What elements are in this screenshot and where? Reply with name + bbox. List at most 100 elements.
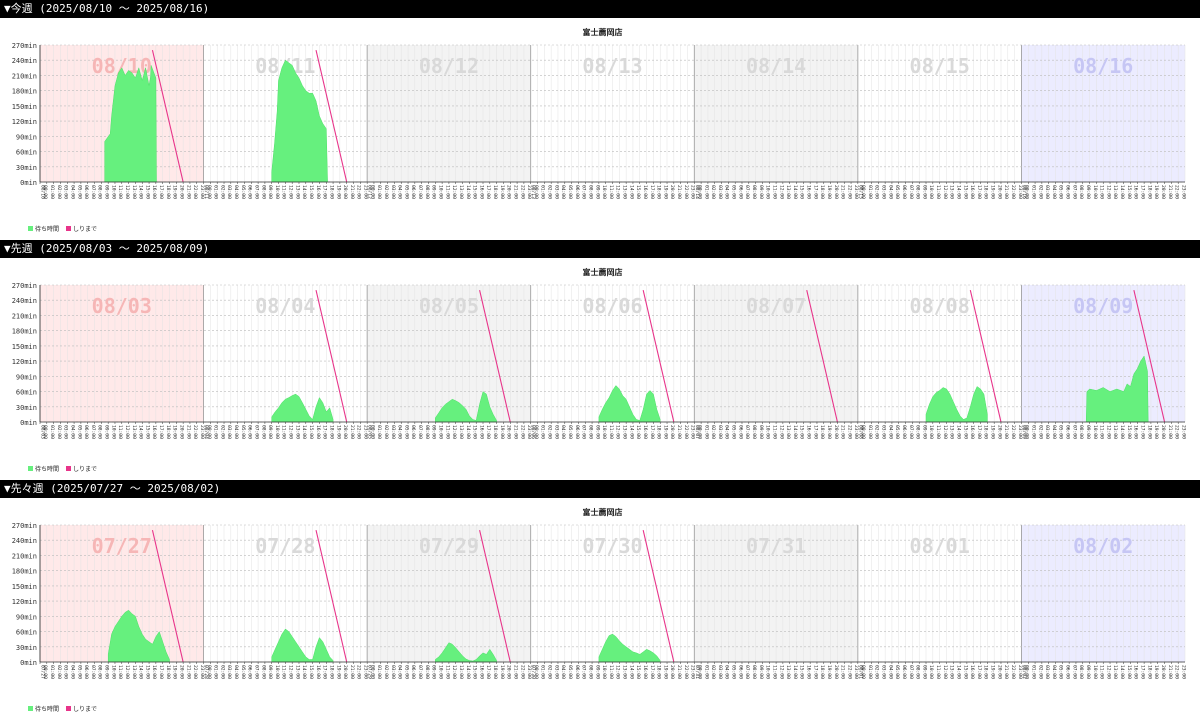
x-tick-label: 15:00 — [1126, 665, 1132, 679]
y-tick-label: 60min — [16, 149, 37, 157]
x-tick-label: 04:00 — [397, 425, 403, 439]
x-tick-label: 10:00 — [1092, 185, 1098, 199]
x-tick-label: 18:00 — [656, 665, 662, 679]
x-tick-label: 10:00 — [110, 185, 116, 199]
x-tick-label: 01:00 — [49, 185, 55, 199]
x-tick-label: 19:00 — [1153, 665, 1159, 679]
y-tick-label: 120min — [12, 118, 37, 126]
x-tick-label: 04:00 — [69, 185, 75, 199]
x-tick-label: 02:00 — [219, 185, 225, 199]
until-line — [479, 529, 511, 663]
x-tick-label: 13:00 — [622, 425, 628, 439]
x-tick-label: 04:00 — [724, 185, 730, 199]
x-tick-label: 06:00 — [410, 425, 416, 439]
day-label: 08/02 — [1073, 534, 1133, 558]
y-tick-label: 150min — [12, 343, 37, 351]
x-tick-label: 08:00 — [587, 425, 593, 439]
x-date-label: 08/02 — [1021, 665, 1027, 679]
x-tick-label: 05:00 — [240, 185, 246, 199]
day-label: 08/06 — [582, 294, 642, 318]
x-tick-label: 20:00 — [342, 185, 348, 199]
legend-wait-swatch — [28, 706, 33, 711]
x-tick-label: 13:00 — [1112, 425, 1118, 439]
x-tick-label: 04:00 — [1051, 185, 1057, 199]
day-label: 08/15 — [910, 54, 970, 78]
until-line — [315, 289, 348, 423]
x-tick-label: 03:00 — [881, 185, 887, 199]
x-tick-label: 12:00 — [1105, 425, 1111, 439]
x-tick-label: 15:00 — [144, 425, 150, 439]
x-tick-label: 09:00 — [431, 665, 437, 679]
x-tick-label: 20:00 — [506, 185, 512, 199]
x-tick-label: 14:00 — [138, 185, 144, 199]
x-tick-label: 08:00 — [587, 665, 593, 679]
x-tick-label: 06:00 — [901, 185, 907, 199]
x-tick-label: 19:00 — [172, 425, 178, 439]
x-tick-label: 11:00 — [117, 425, 123, 439]
x-tick-label: 16:00 — [806, 665, 812, 679]
x-tick-label: 08:00 — [97, 425, 103, 439]
x-tick-label: 23:00 — [199, 425, 205, 439]
x-tick-label: 10:00 — [274, 185, 280, 199]
x-tick-label: 02:00 — [56, 185, 62, 199]
x-tick-label: 00:00 — [1024, 185, 1030, 199]
x-tick-label: 18:00 — [1146, 665, 1152, 679]
x-tick-label: 23:00 — [199, 665, 205, 679]
x-tick-label: 22:00 — [1174, 185, 1180, 199]
x-tick-label: 04:00 — [560, 665, 566, 679]
x-tick-label: 05:00 — [403, 665, 409, 679]
x-tick-label: 03:00 — [63, 425, 69, 439]
x-tick-label: 13:00 — [949, 425, 955, 439]
x-tick-label: 03:00 — [390, 185, 396, 199]
y-tick-label: 210min — [12, 552, 37, 560]
week-panel-last-week: ▼先週 (2025/08/03 〜 2025/08/09) 0min 30min 6… — [0, 240, 1200, 480]
x-tick-label: 19:00 — [662, 665, 668, 679]
x-tick-label: 17:00 — [976, 665, 982, 679]
x-tick-label: 11:00 — [281, 665, 287, 679]
x-tick-label: 09:00 — [921, 425, 927, 439]
x-tick-label: 20:00 — [1160, 665, 1166, 679]
wait-time-area — [598, 633, 661, 663]
wait-time-area — [925, 386, 988, 423]
x-tick-label: 19:00 — [1153, 425, 1159, 439]
x-tick-label: 02:00 — [874, 425, 880, 439]
x-tick-label: 11:00 — [117, 665, 123, 679]
x-tick-label: 08:00 — [260, 665, 266, 679]
day-label: 07/30 — [582, 534, 642, 558]
x-tick-label: 03:00 — [1044, 665, 1050, 679]
x-tick-label: 03:00 — [553, 665, 559, 679]
x-tick-label: 23:00 — [690, 185, 696, 199]
week-header: ▼先週 (2025/08/03 〜 2025/08/09) — [0, 240, 1200, 258]
x-tick-label: 22:00 — [683, 185, 689, 199]
day-label: 08/04 — [255, 294, 315, 318]
x-tick-label: 04:00 — [397, 665, 403, 679]
x-tick-label: 21:00 — [676, 425, 682, 439]
x-tick-label: 14:00 — [465, 185, 471, 199]
x-date-label: 08/11 — [203, 185, 209, 199]
x-tick-label: 03:00 — [226, 665, 232, 679]
x-date-label: 08/12 — [367, 185, 373, 199]
x-tick-label: 14:00 — [955, 665, 961, 679]
x-tick-label: 23:00 — [1017, 665, 1023, 679]
x-tick-label: 20:00 — [342, 425, 348, 439]
x-tick-label: 10:00 — [928, 425, 934, 439]
x-tick-label: 07:00 — [908, 665, 914, 679]
x-tick-label: 04:00 — [887, 665, 893, 679]
x-tick-label: 08:00 — [260, 185, 266, 199]
x-tick-label: 20:00 — [506, 665, 512, 679]
x-tick-label: 18:00 — [983, 425, 989, 439]
x-tick-label: 07:00 — [908, 185, 914, 199]
x-tick-label: 06:00 — [83, 185, 89, 199]
x-tick-label: 00:00 — [860, 425, 866, 439]
x-tick-label: 12:00 — [615, 185, 621, 199]
x-tick-label: 09:00 — [594, 185, 600, 199]
x-tick-label: 06:00 — [1065, 665, 1071, 679]
x-tick-label: 03:00 — [553, 185, 559, 199]
x-tick-label: 00:00 — [369, 185, 375, 199]
x-tick-label: 23:00 — [363, 185, 369, 199]
x-tick-label: 01:00 — [1030, 185, 1036, 199]
x-tick-label: 15:00 — [1126, 185, 1132, 199]
x-tick-label: 07:00 — [417, 665, 423, 679]
x-date-label: 08/07 — [694, 425, 700, 439]
x-tick-label: 02:00 — [710, 665, 716, 679]
